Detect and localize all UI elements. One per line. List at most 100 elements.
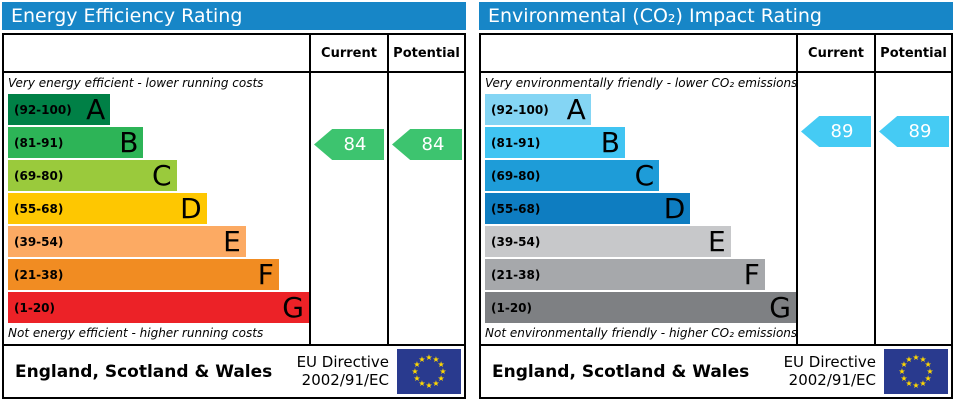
svg-text:★: ★	[425, 353, 432, 362]
current-column-header: Current	[796, 35, 874, 71]
rating-band-row: (1-20) G	[485, 292, 796, 323]
panel-title-energy: Energy Efficiency Rating	[2, 2, 466, 30]
band-chart: Very energy efficient - lower running co…	[4, 73, 309, 344]
svg-text:★: ★	[912, 353, 919, 362]
rating-body: Very environmentally friendly - lower CO…	[481, 73, 951, 344]
current-value-column: 89	[796, 73, 874, 344]
svg-text:★: ★	[432, 355, 439, 364]
rating-band-row: (69-80) C	[485, 158, 660, 192]
svg-text:★: ★	[905, 355, 912, 364]
band-letter: F	[743, 257, 760, 291]
band-chart: Very environmentally friendly - lower CO…	[481, 73, 798, 344]
rating-band-row: (55-68) D	[485, 191, 691, 225]
band-list: (92-100) A (81-91) B (69-80) C	[485, 94, 796, 325]
svg-text:★: ★	[418, 379, 425, 388]
svg-text:★: ★	[438, 374, 445, 383]
band-range-label: (55-68)	[14, 201, 64, 216]
table-footer: England, Scotland & Wales EU Directive 2…	[4, 344, 464, 397]
potential-column-header: Potential	[874, 35, 951, 71]
band-letter: E	[223, 224, 241, 258]
rating-body: Very energy efficient - lower running co…	[4, 73, 464, 344]
eu-flag-icon: ★ ★ ★ ★ ★ ★ ★ ★ ★ ★ ★ ★	[397, 349, 461, 394]
band-range-label: (81-91)	[491, 135, 541, 150]
svg-text:★: ★	[432, 379, 439, 388]
current-rating-arrow: 89	[801, 116, 871, 147]
current-rating-value: 89	[830, 121, 854, 142]
svg-text:★: ★	[411, 367, 418, 376]
rating-band-row: (1-20) G	[8, 292, 309, 323]
band-range-label: (69-80)	[14, 168, 64, 183]
rating-band-row: (69-80) C	[8, 160, 177, 191]
eu-directive-line2: 2002/91/EC	[788, 370, 876, 389]
svg-text:★: ★	[925, 374, 932, 383]
environmental-impact-panel: Environmental (CO₂) Impact Rating Curren…	[479, 2, 953, 399]
eu-directive-line2: 2002/91/EC	[301, 370, 389, 389]
bottom-caption: Not energy efficient - higher running co…	[8, 326, 264, 340]
band-letter: C	[634, 158, 655, 192]
band-list: (92-100) A (81-91) B (69-80) C	[8, 94, 309, 325]
band-range-label: (39-54)	[491, 234, 541, 249]
rating-table: Current Potential Very energy efficient …	[2, 33, 466, 399]
band-range-label: (1-20)	[14, 300, 55, 315]
band-range-label: (92-100)	[491, 102, 549, 117]
potential-rating-value: 89	[908, 121, 932, 142]
svg-text:★: ★	[926, 367, 933, 376]
rating-band-row: (92-100) A	[485, 94, 591, 125]
svg-text:★: ★	[413, 360, 420, 369]
region-label: England, Scotland & Wales	[15, 361, 273, 382]
eu-directive-line1: EU Directive	[296, 353, 389, 372]
svg-text:★: ★	[413, 374, 420, 383]
potential-rating-arrow: 84	[392, 129, 462, 160]
svg-text:★: ★	[418, 355, 425, 364]
rating-band-row: (39-54) E	[485, 226, 731, 257]
eu-directive-label: EU Directive 2002/91/EC	[296, 353, 389, 389]
svg-text:★: ★	[438, 360, 445, 369]
svg-text:★: ★	[925, 360, 932, 369]
eu-flag-icon: ★ ★ ★ ★ ★ ★ ★ ★ ★ ★ ★ ★	[884, 349, 948, 394]
svg-text:★: ★	[912, 381, 919, 390]
current-rating-value: 84	[343, 134, 367, 155]
current-value-column: 84	[309, 73, 387, 344]
band-letter: A	[86, 92, 106, 126]
empty-header-cell	[4, 35, 309, 71]
table-footer: England, Scotland & Wales EU Directive 2…	[481, 344, 951, 397]
band-range-label: (69-80)	[491, 168, 541, 183]
rating-band-row: (92-100) A	[8, 92, 111, 126]
svg-text:★: ★	[900, 360, 907, 369]
top-caption: Very energy efficient - lower running co…	[8, 76, 264, 90]
band-letter: G	[769, 290, 791, 324]
svg-text:★: ★	[425, 381, 432, 390]
band-letter: A	[566, 92, 586, 126]
band-range-label: (39-54)	[14, 234, 64, 249]
rating-band-row: (81-91) B	[485, 127, 625, 158]
band-range-label: (21-38)	[14, 267, 64, 282]
band-letter: D	[663, 191, 686, 225]
band-letter: G	[282, 290, 304, 324]
current-column-header: Current	[309, 35, 387, 71]
potential-value-column: 84	[387, 73, 464, 344]
table-header-row: Current Potential	[4, 35, 464, 73]
potential-column-header: Potential	[387, 35, 464, 71]
rating-band-row: (21-38) F	[485, 259, 765, 290]
band-letter: B	[119, 125, 139, 159]
band-letter: F	[257, 257, 274, 291]
panel-title-environmental: Environmental (CO₂) Impact Rating	[479, 2, 953, 30]
empty-header-cell	[481, 35, 796, 71]
table-header-row: Current Potential	[481, 35, 951, 73]
bottom-caption: Not environmentally friendly - higher CO…	[485, 326, 798, 340]
potential-rating-arrow: 89	[879, 116, 949, 147]
rating-band-row: (21-38) F	[8, 259, 279, 290]
svg-text:★: ★	[900, 374, 907, 383]
svg-text:★: ★	[919, 379, 926, 388]
svg-text:★: ★	[919, 355, 926, 364]
band-range-label: (1-20)	[491, 300, 532, 315]
band-range-label: (55-68)	[491, 201, 541, 216]
rating-band-row: (81-91) B	[8, 125, 144, 159]
band-range-label: (92-100)	[14, 102, 72, 117]
band-letter: C	[151, 158, 172, 192]
band-letter: E	[707, 224, 726, 258]
band-range-label: (81-91)	[14, 135, 64, 150]
rating-table: Current Potential Very environmentally f…	[479, 33, 953, 399]
top-caption: Very environmentally friendly - lower CO…	[485, 76, 798, 90]
eu-directive-label: EU Directive 2002/91/EC	[784, 353, 876, 389]
